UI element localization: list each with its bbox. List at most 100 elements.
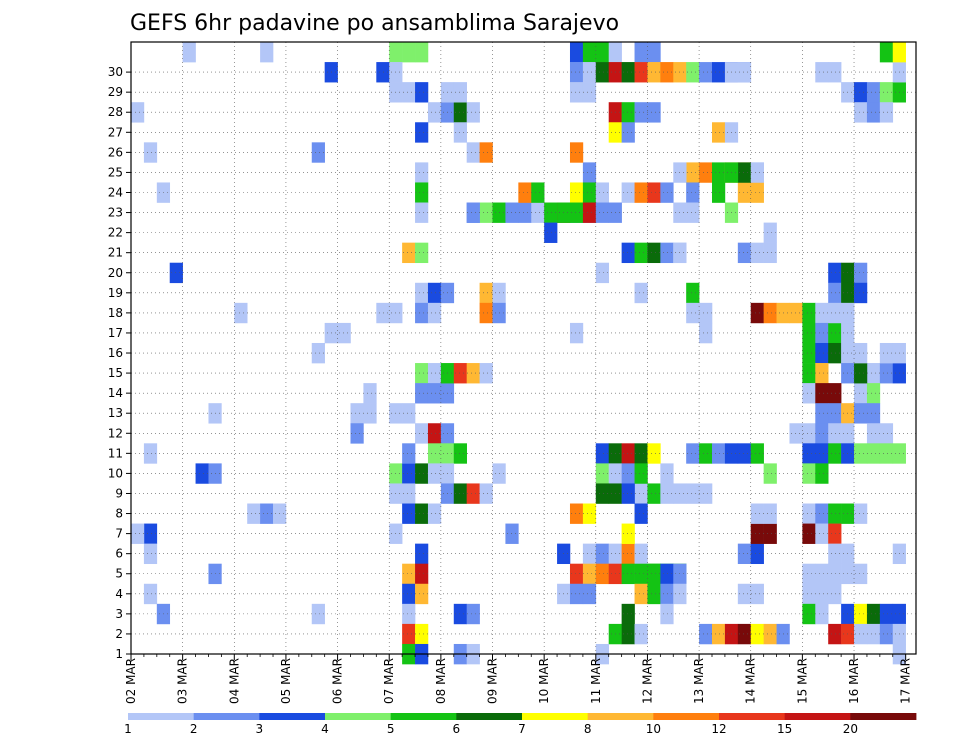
heatmap-cell <box>595 262 610 284</box>
heatmap-cell <box>750 523 764 544</box>
heatmap-cell <box>595 563 610 585</box>
y-tick-label: 24 <box>108 185 123 199</box>
heatmap-cell <box>595 463 610 484</box>
heatmap-cell <box>595 42 610 63</box>
heatmap-cell <box>595 62 610 83</box>
heatmap-cell <box>621 603 635 625</box>
heatmap-cell <box>466 603 480 625</box>
x-tick-label: 03 MAR <box>176 658 190 704</box>
heatmap-cell <box>854 82 868 103</box>
heatmap-cell <box>879 363 894 384</box>
heatmap-cells <box>131 42 906 665</box>
heatmap-cell <box>879 342 894 364</box>
heatmap-cell <box>750 302 764 324</box>
heatmap-cell <box>634 42 648 63</box>
heatmap-cell <box>427 282 442 304</box>
heatmap-cell <box>531 202 545 223</box>
heatmap-cell <box>854 342 868 364</box>
heatmap-cell <box>686 302 700 324</box>
heatmap-cell <box>712 162 726 183</box>
heatmap-cell <box>854 503 868 524</box>
heatmap-cell <box>595 483 610 504</box>
x-tick-label: 16 MAR <box>847 658 861 704</box>
heatmap-cell <box>621 623 635 645</box>
heatmap-cell <box>479 483 493 504</box>
heatmap-cell <box>815 503 829 524</box>
heatmap-cell <box>660 62 674 83</box>
heatmap-cell <box>634 443 648 464</box>
heatmap-cell <box>531 182 545 203</box>
heatmap-cell <box>686 182 700 203</box>
heatmap-cell <box>260 503 274 524</box>
heatmap-cell <box>634 182 648 203</box>
x-tick-label: 17 MAR <box>899 658 913 704</box>
heatmap-cell <box>828 282 842 304</box>
heatmap-cell <box>686 62 700 83</box>
colorbar-swatch <box>128 713 195 720</box>
heatmap-cell <box>802 322 816 344</box>
colorbar-label: 20 <box>843 722 858 736</box>
colorbar-swatch <box>653 713 720 720</box>
heatmap-cell <box>866 82 881 103</box>
heatmap-cell <box>402 503 416 524</box>
heatmap-cell <box>866 383 881 404</box>
colorbar-swatch <box>193 713 260 720</box>
heatmap-cell <box>660 583 674 605</box>
heatmap-cell <box>815 403 829 424</box>
heatmap-cell <box>569 42 584 63</box>
heatmap-cell <box>737 182 752 203</box>
heatmap-cell <box>595 543 610 565</box>
heatmap-cell <box>866 623 881 645</box>
heatmap-cell <box>621 463 635 484</box>
heatmap-cell <box>828 403 842 424</box>
x-tick-label: 05 MAR <box>279 658 293 704</box>
heatmap-cell <box>634 463 648 484</box>
heatmap-cell <box>815 62 829 83</box>
colorbar-label: 10 <box>646 722 661 736</box>
heatmap-cell <box>595 182 610 203</box>
heatmap-cell <box>802 563 816 585</box>
heatmap-cell <box>866 102 881 123</box>
heatmap-cell <box>415 463 429 484</box>
heatmap-cell <box>854 623 868 645</box>
heatmap-cell <box>131 523 145 544</box>
heatmap-cell <box>828 423 842 444</box>
heatmap-cell <box>737 62 752 83</box>
heatmap-cell <box>763 242 777 264</box>
y-tick-label: 2 <box>115 627 123 641</box>
heatmap-cell <box>582 62 597 83</box>
heatmap-cell <box>647 182 661 203</box>
heatmap-cell <box>453 603 467 625</box>
heatmap-cell <box>143 543 158 565</box>
heatmap-cell <box>854 443 868 464</box>
heatmap-cell <box>802 342 816 364</box>
heatmap-cell <box>866 423 881 444</box>
colorbar-label: 7 <box>518 722 526 736</box>
heatmap-cell <box>453 102 467 123</box>
x-tick-label: 10 MAR <box>537 658 551 704</box>
heatmap-cell <box>737 242 752 264</box>
heatmap-cell <box>686 282 700 304</box>
heatmap-cell <box>582 563 597 585</box>
x-tick-label: 02 MAR <box>124 658 138 704</box>
y-tick-label: 26 <box>108 145 123 159</box>
heatmap-cell <box>621 102 635 123</box>
heatmap-cell <box>815 302 829 324</box>
heatmap-cell <box>879 42 894 63</box>
heatmap-cell <box>569 142 584 163</box>
heatmap-cell <box>582 543 597 565</box>
y-tick-label: 29 <box>108 85 123 99</box>
y-tick-label: 10 <box>108 466 123 480</box>
heatmap-cell <box>854 603 868 625</box>
heatmap-cell <box>699 443 713 464</box>
heatmap-cell <box>569 322 584 344</box>
heatmap-cell <box>647 102 661 123</box>
heatmap-cell <box>815 363 829 384</box>
heatmap-cell <box>402 403 416 424</box>
y-tick-label: 6 <box>115 547 123 561</box>
heatmap-cell <box>427 443 442 464</box>
heatmap-cell <box>544 202 558 223</box>
heatmap-cell <box>582 583 597 605</box>
heatmap-cell <box>453 483 467 504</box>
heatmap-cell <box>363 383 377 404</box>
